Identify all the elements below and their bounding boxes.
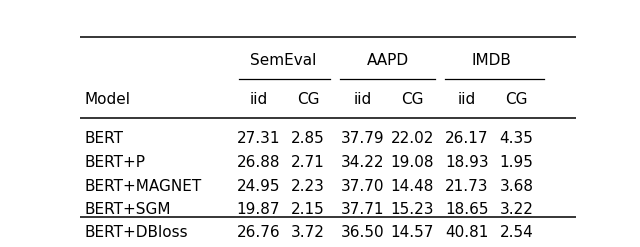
Text: 2.54: 2.54 [500,225,533,240]
Text: 26.88: 26.88 [237,155,280,170]
Text: 19.87: 19.87 [237,202,280,217]
Text: 2.71: 2.71 [291,155,325,170]
Text: 26.17: 26.17 [445,131,488,145]
Text: 18.65: 18.65 [445,202,488,217]
Text: 14.48: 14.48 [390,179,434,194]
Text: 4.35: 4.35 [500,131,533,145]
Text: BERT: BERT [85,131,124,145]
Text: 36.50: 36.50 [341,225,385,240]
Text: CG: CG [401,92,424,106]
Text: AAPD: AAPD [367,53,408,68]
Text: 26.76: 26.76 [237,225,280,240]
Text: BERT+MAGNET: BERT+MAGNET [85,179,202,194]
Text: Model: Model [85,92,131,106]
Text: iid: iid [250,92,268,106]
Text: IMDB: IMDB [472,53,511,68]
Text: 14.57: 14.57 [390,225,434,240]
Text: iid: iid [458,92,476,106]
Text: 37.79: 37.79 [341,131,385,145]
Text: CG: CG [505,92,528,106]
Text: 15.23: 15.23 [390,202,434,217]
Text: 3.68: 3.68 [499,179,534,194]
Text: 1.95: 1.95 [500,155,533,170]
Text: CG: CG [297,92,319,106]
Text: 2.85: 2.85 [291,131,325,145]
Text: 22.02: 22.02 [390,131,434,145]
Text: 34.22: 34.22 [341,155,385,170]
Text: BERT+SGM: BERT+SGM [85,202,172,217]
Text: SemEval: SemEval [250,53,317,68]
Text: 37.70: 37.70 [341,179,385,194]
Text: 2.15: 2.15 [291,202,325,217]
Text: 2.23: 2.23 [291,179,325,194]
Text: iid: iid [353,92,372,106]
Text: 27.31: 27.31 [237,131,280,145]
Text: 3.22: 3.22 [500,202,533,217]
Text: 40.81: 40.81 [445,225,488,240]
Text: 3.72: 3.72 [291,225,325,240]
Text: 37.71: 37.71 [341,202,385,217]
Text: 24.95: 24.95 [237,179,280,194]
Text: BERT+DBloss: BERT+DBloss [85,225,189,240]
Text: 18.93: 18.93 [445,155,489,170]
Text: BERT+P: BERT+P [85,155,146,170]
Text: 19.08: 19.08 [390,155,434,170]
Text: 21.73: 21.73 [445,179,488,194]
